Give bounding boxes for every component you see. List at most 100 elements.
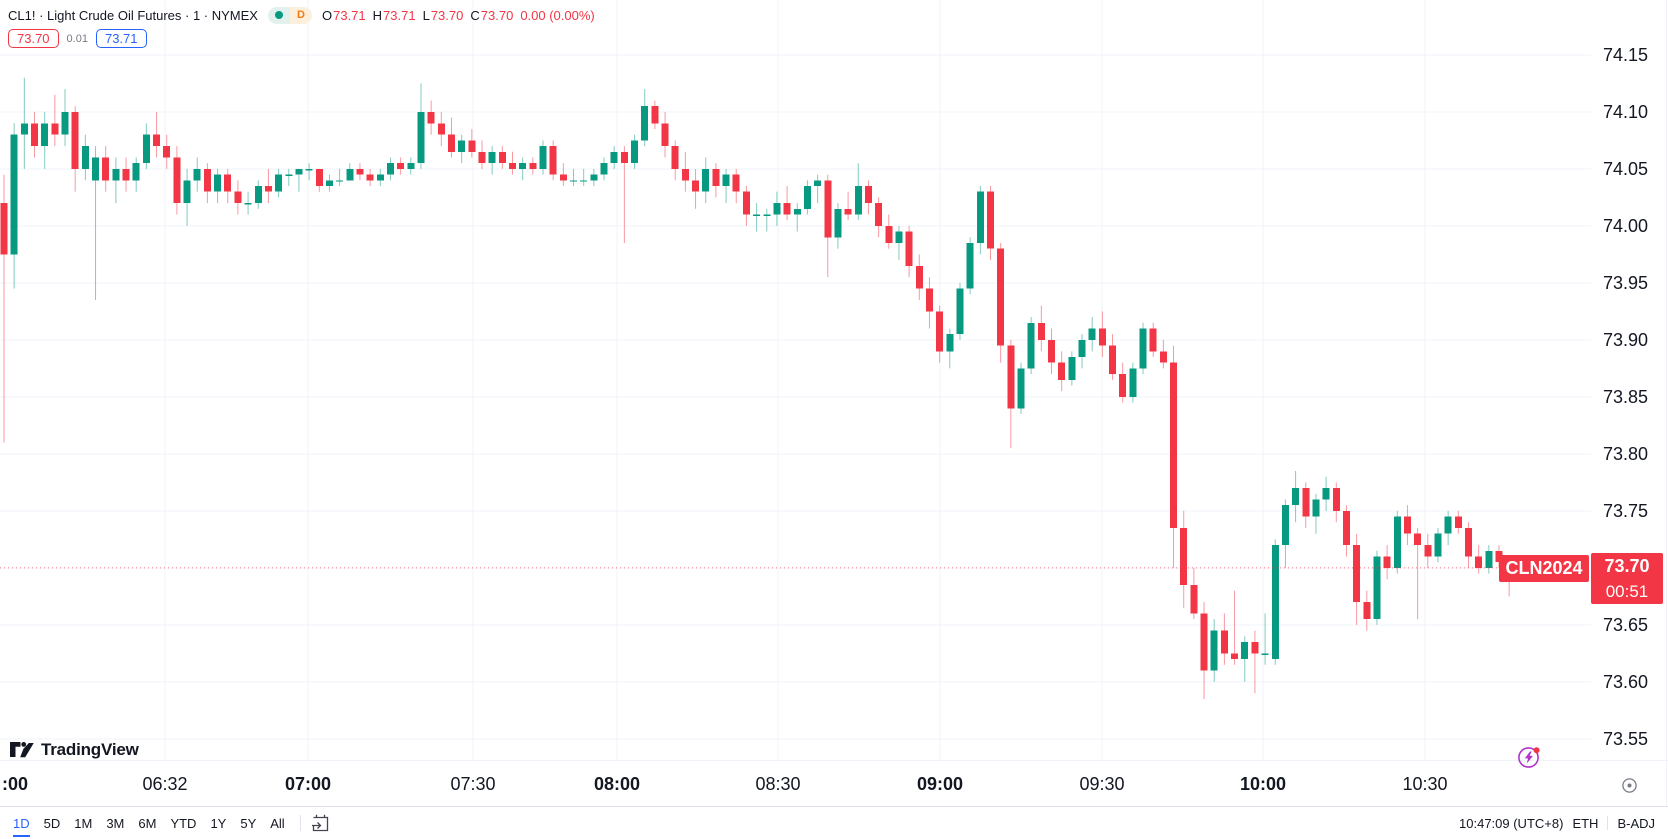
buy-ask-button[interactable]: 73.71	[95, 29, 147, 48]
market-open-dot-icon	[267, 6, 290, 24]
candle-body	[1444, 516, 1452, 534]
range-button-all[interactable]: All	[270, 815, 285, 831]
time-tick-label: 09:00	[916, 774, 964, 794]
candle-body	[1454, 516, 1462, 528]
candle-body	[1414, 533, 1422, 546]
clock-timezone[interactable]: 10:47:09 (UTC+8)	[1459, 815, 1564, 831]
range-button-1y[interactable]: 1Y	[210, 815, 227, 831]
candle-body	[976, 191, 984, 243]
candle-body	[10, 134, 18, 255]
chart-legend: CL1! · Light Crude Oil Futures · 1 · NYM…	[8, 6, 595, 48]
candle-body	[631, 140, 638, 164]
candle-body	[468, 140, 476, 152]
candle-body	[51, 123, 59, 135]
candle-body	[1424, 545, 1432, 557]
candle-body	[1139, 328, 1147, 369]
candle-body	[1180, 528, 1188, 585]
range-button-5y[interactable]: 5Y	[240, 815, 257, 831]
time-tick-label: 08:00	[593, 774, 641, 794]
range-button-5d[interactable]: 5D	[43, 815, 61, 831]
adjustment-toggle[interactable]: B-ADJ	[1617, 815, 1655, 831]
price-tick-label: 73.85	[1603, 387, 1649, 407]
candle-body	[1434, 533, 1442, 557]
range-button-3m[interactable]: 3M	[106, 815, 125, 831]
candle-body	[264, 186, 272, 192]
chart-canvas[interactable]	[0, 0, 1591, 760]
candle-body	[295, 168, 303, 175]
range-button-6m[interactable]: 6M	[138, 815, 157, 831]
candle-body	[854, 186, 862, 215]
tradingview-wordmark: TradingView	[41, 740, 139, 759]
candle-body	[1058, 362, 1066, 380]
tradingview-logo[interactable]: TradingView	[10, 740, 139, 760]
candle-body	[142, 134, 150, 164]
price-tick-label: 74.00	[1603, 216, 1649, 236]
candle-body	[1159, 351, 1167, 363]
candle-body	[905, 231, 913, 266]
candle-body	[895, 231, 903, 243]
candle-body	[1200, 613, 1208, 671]
candle-body	[1322, 488, 1330, 500]
time-tick-label: 09:30	[1079, 774, 1125, 794]
price-tick-label: 73.55	[1603, 729, 1649, 749]
time-tick-label: 07:00	[284, 774, 332, 794]
candle-body	[1485, 550, 1493, 568]
candle-body	[549, 146, 557, 175]
candle-body	[1383, 556, 1391, 568]
spread-value: 0.01	[66, 32, 88, 45]
candle-body	[915, 265, 923, 289]
candle-body	[824, 180, 832, 238]
candle-body	[1475, 556, 1483, 568]
lightning-icon	[1518, 747, 1540, 768]
candle-body	[20, 123, 28, 135]
scale-mode-icon[interactable]	[1621, 777, 1638, 794]
candle-body	[1373, 556, 1381, 620]
price-tick-label: 73.95	[1603, 273, 1649, 293]
candle-body	[254, 186, 262, 204]
candle-body	[1210, 630, 1218, 671]
candle-body	[1393, 516, 1401, 568]
candle-body	[81, 146, 89, 169]
ohlc-values: O 73.71 H 73.71 L 73.70 C 73.70 0.00 (0.00%)	[322, 8, 595, 23]
candle-body	[1332, 488, 1340, 511]
range-button-ytd[interactable]: YTD	[170, 815, 197, 831]
tradingview-logo-icon	[10, 742, 34, 758]
go-to-date-button[interactable]	[309, 811, 333, 835]
candle-body	[844, 208, 852, 215]
candle-body	[478, 151, 486, 164]
time-tick-label: 08:30	[755, 774, 801, 794]
candle-body	[325, 180, 333, 186]
candle-body	[0, 203, 8, 255]
candle-body	[692, 180, 700, 192]
candle-body	[122, 168, 130, 181]
status-bar: 10:47:09 (UTC+8) ETH B-ADJ	[1459, 816, 1668, 831]
candle-body	[966, 243, 974, 289]
time-axis[interactable]: :00 06:32 07:00 07:30 08:00 08:30 09:00 09:30 10…	[0, 760, 1668, 806]
daily-timeframe-badge: D	[289, 6, 312, 24]
price-tick-label: 73.75	[1603, 501, 1649, 521]
candle-body	[1190, 585, 1198, 614]
candle-body	[356, 168, 364, 175]
symbol-title[interactable]: CL1! · Light Crude Oil Futures · 1 · NYM…	[8, 7, 258, 23]
candle-body	[1302, 488, 1310, 517]
candle-body	[620, 151, 628, 164]
sell-bid-button[interactable]: 73.70	[8, 29, 59, 48]
candle-body	[376, 174, 384, 181]
range-button-1m[interactable]: 1M	[74, 815, 93, 831]
candle-body	[132, 163, 140, 181]
candle-body	[275, 174, 283, 192]
candle-body	[346, 168, 354, 181]
range-button-1d[interactable]: 1D	[6, 812, 37, 837]
candle-body	[1281, 505, 1289, 546]
candle-body	[387, 163, 394, 175]
session-toggle[interactable]: ETH	[1572, 815, 1599, 831]
candle-body	[193, 168, 201, 181]
candle-body	[773, 203, 781, 215]
flash-promo-button[interactable]	[1517, 745, 1541, 769]
candle-body	[519, 163, 527, 169]
candle-body	[580, 180, 588, 182]
last-price-label: 73.70 00:51	[1591, 553, 1663, 604]
price-axis[interactable]: 74.15 74.10 74.05 74.00 73.95 73.90 73.85 73.80…	[1591, 0, 1668, 760]
candle-body	[1048, 339, 1055, 363]
